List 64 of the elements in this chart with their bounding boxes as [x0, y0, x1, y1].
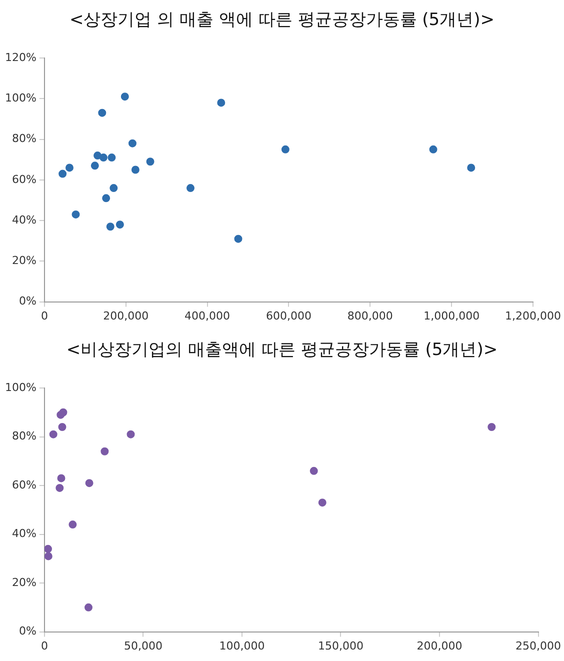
point: [72, 210, 80, 218]
point: [186, 184, 194, 192]
x-tick-label: 200,000: [416, 639, 462, 652]
x-tick-label: 150,000: [318, 639, 364, 652]
point: [58, 423, 66, 432]
y-tick-label: 60%: [12, 478, 36, 492]
point: [310, 466, 318, 475]
point: [108, 154, 116, 162]
y-tick-label: 40%: [12, 213, 36, 226]
point: [126, 430, 135, 438]
x-tick-label: 400,000: [184, 309, 230, 322]
x-tick-label: 800,000: [347, 309, 393, 322]
point: [467, 164, 476, 172]
point: [100, 447, 109, 456]
point: [84, 603, 92, 612]
x-tick-label: 1,200,000: [505, 309, 561, 322]
point: [49, 430, 58, 438]
chart-title: <비상장기업의 매출액에 따른 평균공장가동률 (5개년)>: [65, 339, 499, 362]
y-tick-label: 80%: [12, 132, 36, 146]
x-tick-label: 600,000: [266, 309, 312, 322]
x-tick-label: 200,000: [103, 309, 149, 322]
point: [102, 194, 110, 202]
y-tick-label: 100%: [4, 380, 36, 394]
point: [429, 145, 438, 154]
y-tick-label: 20%: [12, 576, 36, 589]
y-tick-label: 0%: [18, 294, 36, 308]
y-tick-label: 120%: [4, 50, 36, 64]
point: [488, 423, 496, 432]
point: [58, 170, 67, 178]
point: [98, 108, 106, 117]
point: [217, 98, 226, 107]
point: [90, 162, 99, 170]
point: [65, 164, 74, 172]
point: [57, 474, 66, 482]
point: [44, 552, 52, 560]
point: [68, 520, 77, 529]
chart-title: <상장기업 의 매출 액에 따른 평균공장가동률 (5개년)>: [68, 9, 496, 32]
point: [110, 184, 118, 192]
x-tick-label: 0: [40, 309, 48, 322]
x-tick-label: 50,000: [124, 639, 162, 652]
point: [120, 92, 129, 101]
y-tick-label: 60%: [12, 172, 36, 186]
x-tick-label: 0: [40, 639, 48, 652]
point: [281, 145, 290, 154]
point: [56, 484, 64, 492]
point: [146, 158, 154, 166]
point: [44, 544, 52, 553]
y-tick-label: 80%: [12, 430, 36, 443]
point: [59, 408, 68, 416]
point: [128, 139, 136, 148]
point: [85, 479, 94, 488]
y-tick-label: 40%: [12, 527, 36, 540]
x-tick-label: 250,000: [516, 639, 562, 652]
point: [99, 154, 108, 162]
point: [234, 234, 242, 243]
x-tick-label: 1,000,000: [424, 309, 480, 322]
point: [318, 498, 326, 507]
y-tick-label: 0%: [18, 624, 36, 638]
y-tick-label: 20%: [12, 254, 36, 268]
y-tick-label: 100%: [4, 91, 36, 104]
point: [106, 222, 114, 231]
point: [116, 220, 124, 229]
x-tick-label: 100,000: [219, 639, 265, 652]
point: [131, 166, 140, 174]
